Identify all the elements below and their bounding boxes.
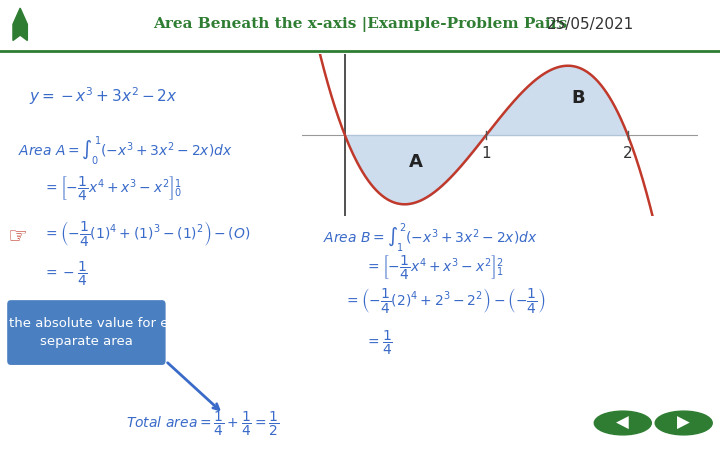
Text: ◀: ◀ [616, 414, 629, 432]
FancyBboxPatch shape [7, 300, 166, 365]
Text: B: B [571, 89, 585, 107]
Circle shape [655, 411, 712, 435]
Text: $= \dfrac{1}{4}$: $= \dfrac{1}{4}$ [365, 328, 393, 357]
Text: $= \left[-\dfrac{1}{4}x^4+x^3-x^2\right]_0^1$: $= \left[-\dfrac{1}{4}x^4+x^3-x^2\right]… [43, 175, 182, 203]
Text: $Total\ area = \dfrac{1}{4}+\dfrac{1}{4}=\dfrac{1}{2}$: $Total\ area = \dfrac{1}{4}+\dfrac{1}{4}… [126, 410, 279, 438]
Circle shape [594, 411, 652, 435]
Text: Use the absolute value for each
separate area: Use the absolute value for each separate… [0, 317, 193, 348]
Text: Area Beneath the x-axis |Example-Problem Pairs: Area Beneath the x-axis |Example-Problem… [153, 17, 567, 32]
Text: $= \left(-\dfrac{1}{4}(2)^4+2^3-2^2\right)-\left(-\dfrac{1}{4}\right)$: $= \left(-\dfrac{1}{4}(2)^4+2^3-2^2\righ… [344, 286, 546, 315]
Text: $= \left[-\dfrac{1}{4}x^4+x^3-x^2\right]_1^2$: $= \left[-\dfrac{1}{4}x^4+x^3-x^2\right]… [365, 253, 504, 282]
Text: 2: 2 [623, 146, 632, 161]
Text: 18: 18 [683, 18, 707, 36]
Text: ☞: ☞ [7, 227, 27, 247]
Text: A: A [408, 153, 423, 171]
Text: $y = -x^3 + 3x^2 - 2x$: $y = -x^3 + 3x^2 - 2x$ [29, 86, 178, 107]
Polygon shape [13, 8, 27, 40]
Text: $Area\ B = \int_1^2\left(-x^3+3x^2-2x\right)dx$: $Area\ B = \int_1^2\left(-x^3+3x^2-2x\ri… [323, 220, 538, 254]
Text: 25/05/2021: 25/05/2021 [546, 17, 634, 32]
Text: $= -\dfrac{1}{4}$: $= -\dfrac{1}{4}$ [43, 260, 88, 288]
Text: $= \left(-\dfrac{1}{4}(1)^4+(1)^3-(1)^2\right)-(O)$: $= \left(-\dfrac{1}{4}(1)^4+(1)^3-(1)^2\… [43, 219, 251, 248]
Text: $Area\ A = \int_0^1\left(-x^3+3x^2-2x\right)dx$: $Area\ A = \int_0^1\left(-x^3+3x^2-2x\ri… [18, 134, 233, 167]
Text: ▶: ▶ [678, 414, 690, 432]
Text: 1: 1 [482, 146, 491, 161]
